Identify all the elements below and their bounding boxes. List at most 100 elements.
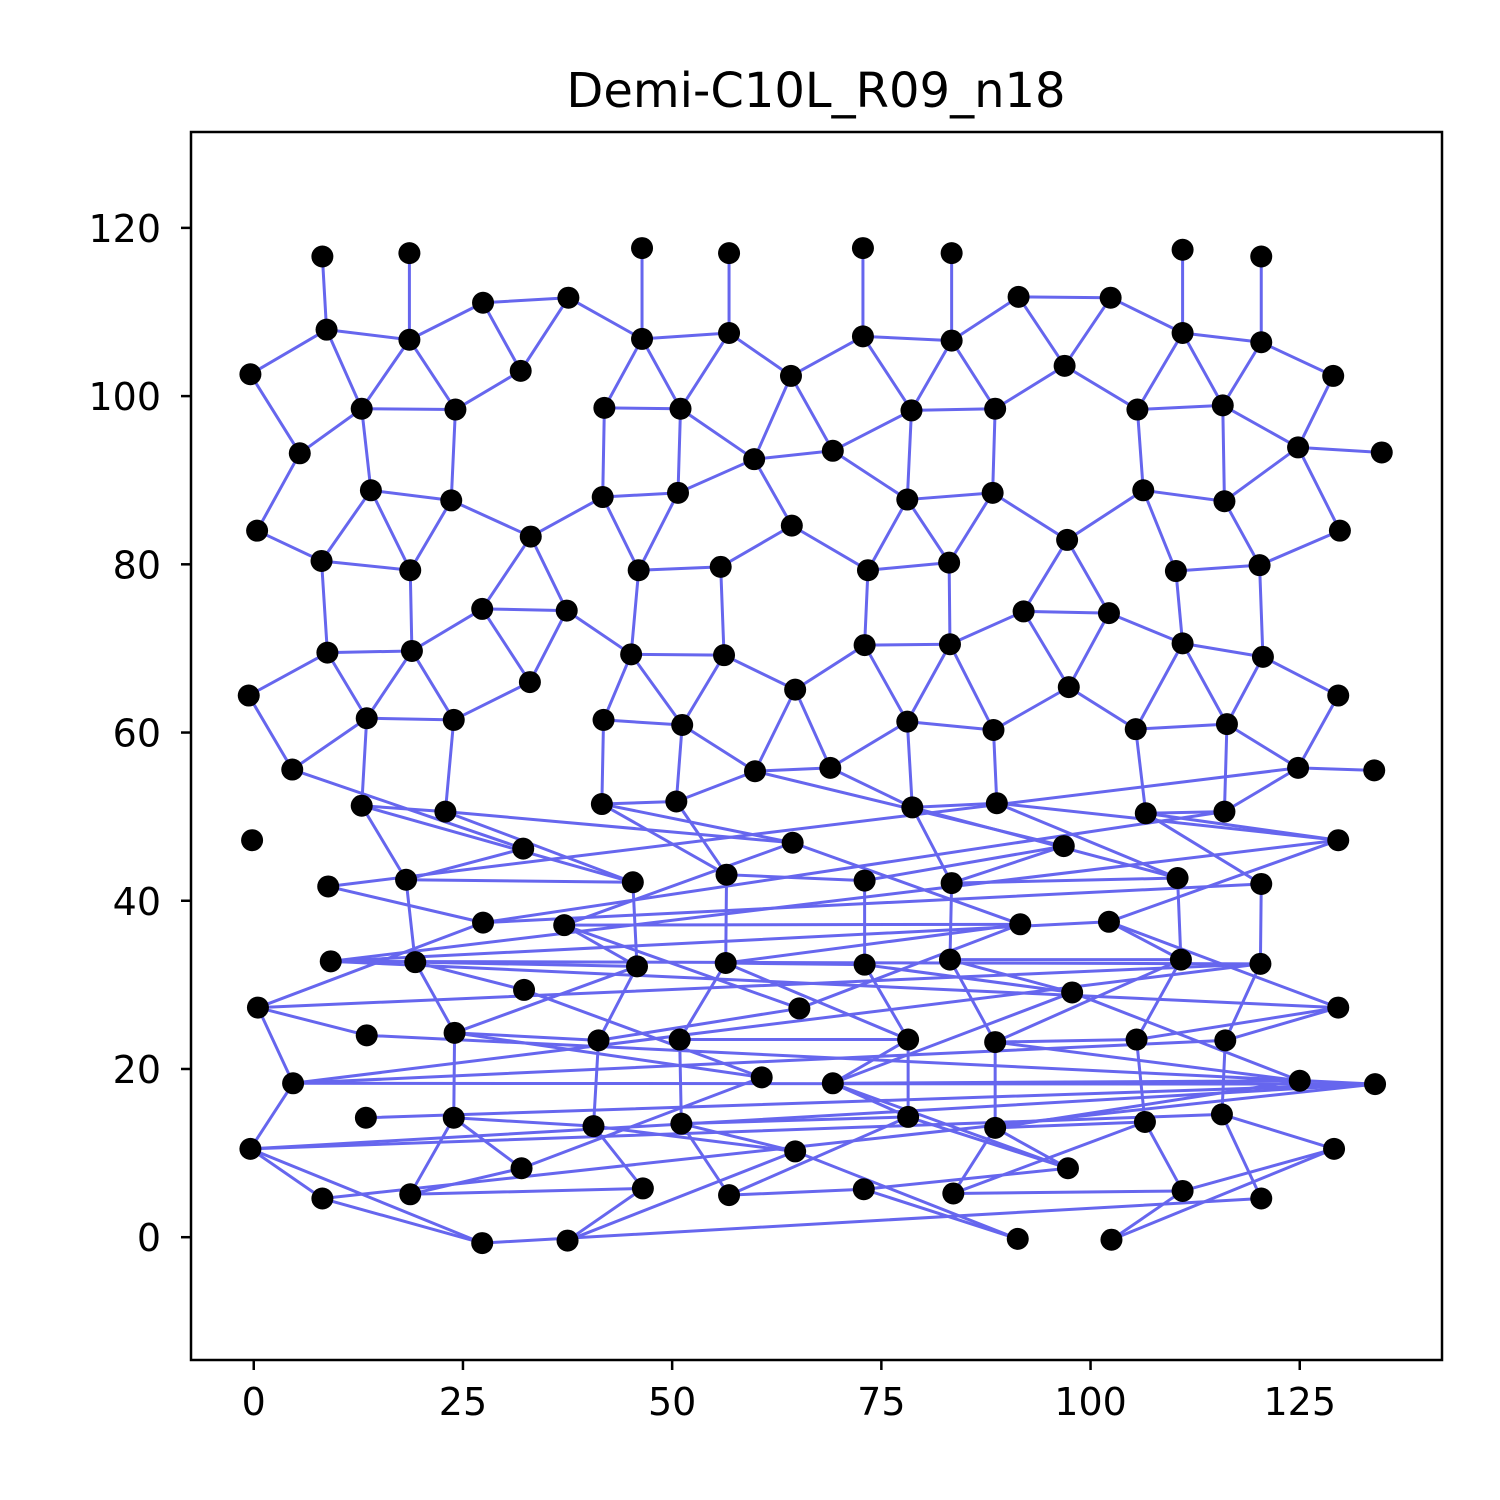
graph-node-134 — [1214, 1029, 1237, 1052]
graph-edge-294 — [320, 1197, 484, 1245]
graph-node-121 — [1249, 952, 1272, 975]
graph-node-89 — [350, 794, 373, 817]
y-tick-label: 60 — [113, 712, 161, 756]
graph-node-82 — [1124, 718, 1147, 741]
graph-node-65 — [620, 643, 643, 666]
graph-edge-81 — [991, 491, 1069, 542]
graph-edge-49 — [602, 406, 683, 411]
graph-node-17 — [940, 329, 963, 352]
graph-edge-71 — [369, 488, 412, 572]
edge-layer — [247, 246, 1384, 1245]
graph-edge-37 — [1259, 340, 1335, 378]
graph-edge-84 — [1141, 488, 1178, 573]
graph-edge-57 — [1135, 403, 1225, 412]
graph-node-140 — [354, 1106, 377, 1129]
graph-node-83 — [1215, 713, 1238, 736]
graph-edge-100 — [719, 565, 726, 657]
graph-node-141 — [442, 1106, 465, 1129]
graph-edge-149 — [600, 718, 606, 806]
graph-node-11 — [1099, 286, 1122, 309]
graph-edge-109 — [480, 607, 532, 684]
graph-edge-9 — [407, 301, 485, 342]
graph-edge-200 — [950, 876, 1180, 885]
graph-edge-210 — [724, 922, 1022, 965]
graph-edge-26 — [679, 331, 731, 411]
graph-edge-154 — [905, 720, 914, 809]
graph-edge-86 — [1222, 499, 1262, 567]
graph-edge-203 — [481, 882, 1263, 925]
graph-edge-260 — [831, 1079, 1302, 1085]
graph-edge-110 — [528, 609, 569, 684]
graph-node-94 — [985, 792, 1008, 815]
graph-node-74 — [1057, 676, 1080, 699]
graph-node-55 — [856, 559, 879, 582]
graph-node-123 — [513, 978, 536, 1001]
graph-node-36 — [1287, 436, 1310, 459]
graph-edge-221 — [724, 961, 867, 967]
graph-edge-41 — [789, 374, 835, 453]
graph-edge-184 — [1144, 811, 1340, 842]
graph-edge-107 — [480, 607, 569, 613]
graph-node-110 — [472, 911, 495, 934]
graph-edge-120 — [410, 649, 456, 722]
graph-edge-162 — [674, 769, 757, 804]
graph-edge-111 — [565, 609, 633, 656]
graph-edge-132 — [1181, 641, 1265, 659]
graph-node-98 — [512, 837, 535, 860]
graph-edge-173 — [600, 800, 678, 806]
graph-edge-188 — [791, 841, 1022, 926]
graph-node-109 — [1250, 872, 1273, 895]
graph-edge-54 — [831, 408, 913, 453]
graph-edge-169 — [360, 804, 408, 882]
graph-edge-31 — [909, 339, 954, 412]
graph-edge-113 — [948, 609, 1026, 646]
graph-edge-51 — [676, 407, 683, 495]
graph-node-67 — [853, 634, 876, 657]
graph-edge-64 — [752, 457, 794, 528]
graph-edge-14 — [950, 295, 1021, 343]
graph-node-101 — [1327, 829, 1350, 852]
graph-edge-20 — [325, 328, 364, 411]
graph-edge-165 — [1296, 766, 1376, 772]
graph-node-38 — [359, 479, 382, 502]
graph-edge-231 — [256, 962, 1262, 1010]
graph-edge-108 — [410, 607, 484, 653]
x-tick-label: 75 — [857, 1380, 905, 1424]
graph-edge-67 — [1222, 445, 1300, 503]
graph-edge-68 — [1296, 445, 1342, 533]
graph-node-157 — [852, 1178, 875, 1201]
graph-node-122 — [246, 996, 269, 1019]
graph-edge-92 — [1022, 538, 1069, 613]
graph-edge-178 — [910, 805, 954, 885]
graph-edge-146 — [360, 716, 369, 808]
graph-edge-135 — [1225, 655, 1265, 726]
graph-node-78 — [592, 708, 615, 731]
graph-edge-50 — [601, 406, 606, 499]
graph-edge-289 — [793, 1149, 1020, 1241]
graph-node-68 — [938, 633, 961, 656]
graph-edge-152 — [905, 720, 995, 732]
graph-edge-156 — [1134, 722, 1229, 731]
graph-edge-206 — [562, 922, 1022, 927]
graph-edge-241 — [1223, 1006, 1340, 1042]
graph-node-3 — [718, 242, 741, 265]
graph-node-161 — [471, 1232, 494, 1255]
graph-edge-264 — [364, 1082, 1377, 1120]
graph-node-15 — [718, 322, 741, 345]
graph-node-84 — [281, 758, 304, 781]
graph-edge-208 — [562, 923, 801, 1010]
graph-edge-23 — [640, 331, 731, 341]
graph-node-39 — [440, 489, 463, 512]
graph-node-95 — [1134, 802, 1157, 825]
graph-node-45 — [1213, 490, 1236, 513]
graph-node-25 — [350, 397, 373, 420]
graph-edge-277 — [993, 1120, 1147, 1130]
graph-edge-55 — [905, 408, 913, 502]
graph-node-111 — [553, 914, 576, 937]
y-tick-label: 0 — [137, 1216, 161, 1260]
graph-node-14 — [631, 327, 654, 350]
graph-edge-101 — [866, 561, 951, 572]
graph-node-73 — [784, 678, 807, 701]
graph-edge-115 — [1067, 611, 1111, 689]
